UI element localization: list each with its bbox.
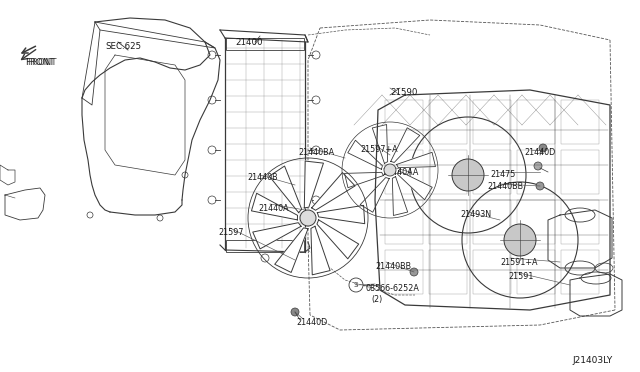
Bar <box>473 100 511 144</box>
Text: 21475: 21475 <box>490 170 515 179</box>
Text: 21590: 21590 <box>390 88 417 97</box>
Circle shape <box>536 182 544 190</box>
Text: S: S <box>354 282 358 288</box>
Polygon shape <box>397 171 432 200</box>
Bar <box>385 200 423 244</box>
Text: 21597: 21597 <box>218 228 243 237</box>
Text: SEC.625: SEC.625 <box>105 42 141 51</box>
Circle shape <box>539 144 547 152</box>
Polygon shape <box>391 128 420 163</box>
Bar <box>429 150 467 194</box>
Bar <box>429 100 467 144</box>
Polygon shape <box>397 152 435 168</box>
Bar <box>473 250 511 294</box>
Polygon shape <box>275 228 308 272</box>
Bar <box>429 200 467 244</box>
Text: FRONT: FRONT <box>25 58 54 67</box>
Polygon shape <box>252 193 298 220</box>
Text: 21440B: 21440B <box>247 173 278 182</box>
Text: 21591+A: 21591+A <box>500 258 538 267</box>
Text: 21440AA: 21440AA <box>382 168 419 177</box>
Bar <box>385 250 423 294</box>
Polygon shape <box>360 177 389 212</box>
Bar <box>226 240 304 252</box>
Bar <box>561 100 599 144</box>
Circle shape <box>452 159 484 191</box>
Polygon shape <box>344 172 383 188</box>
Text: 21440A: 21440A <box>258 204 289 213</box>
Text: J21403LY: J21403LY <box>572 356 612 365</box>
Bar <box>473 150 511 194</box>
Polygon shape <box>311 226 330 275</box>
Bar <box>385 100 423 144</box>
Circle shape <box>504 224 536 256</box>
Bar <box>517 250 555 294</box>
Text: 21440D: 21440D <box>296 318 327 327</box>
Circle shape <box>384 164 396 176</box>
Text: (2): (2) <box>371 295 382 304</box>
Bar <box>517 200 555 244</box>
Polygon shape <box>253 223 301 249</box>
Text: 21591: 21591 <box>508 272 533 281</box>
Polygon shape <box>392 177 408 215</box>
Text: 21440BA: 21440BA <box>298 148 334 157</box>
Polygon shape <box>348 140 383 169</box>
Text: 21440D: 21440D <box>524 148 556 157</box>
Polygon shape <box>317 205 365 224</box>
Bar <box>517 150 555 194</box>
Polygon shape <box>269 166 301 213</box>
Bar <box>226 38 304 50</box>
Polygon shape <box>312 173 355 210</box>
Text: 21597+A: 21597+A <box>360 145 397 154</box>
Bar <box>561 150 599 194</box>
Bar <box>385 150 423 194</box>
Bar <box>561 200 599 244</box>
Bar <box>561 250 599 294</box>
Polygon shape <box>317 220 358 259</box>
Text: 21440BB: 21440BB <box>375 262 411 271</box>
Text: 21493N: 21493N <box>460 210 491 219</box>
Circle shape <box>410 268 418 276</box>
Bar <box>517 100 555 144</box>
Bar <box>473 200 511 244</box>
Polygon shape <box>372 125 388 163</box>
Polygon shape <box>304 161 323 208</box>
Circle shape <box>300 210 316 226</box>
Text: 08566-6252A: 08566-6252A <box>366 284 420 293</box>
Bar <box>429 250 467 294</box>
Text: FRONT: FRONT <box>27 58 56 67</box>
Text: 21440BB: 21440BB <box>487 182 523 191</box>
Circle shape <box>291 308 299 316</box>
Text: 21400: 21400 <box>235 38 262 47</box>
Circle shape <box>534 162 542 170</box>
